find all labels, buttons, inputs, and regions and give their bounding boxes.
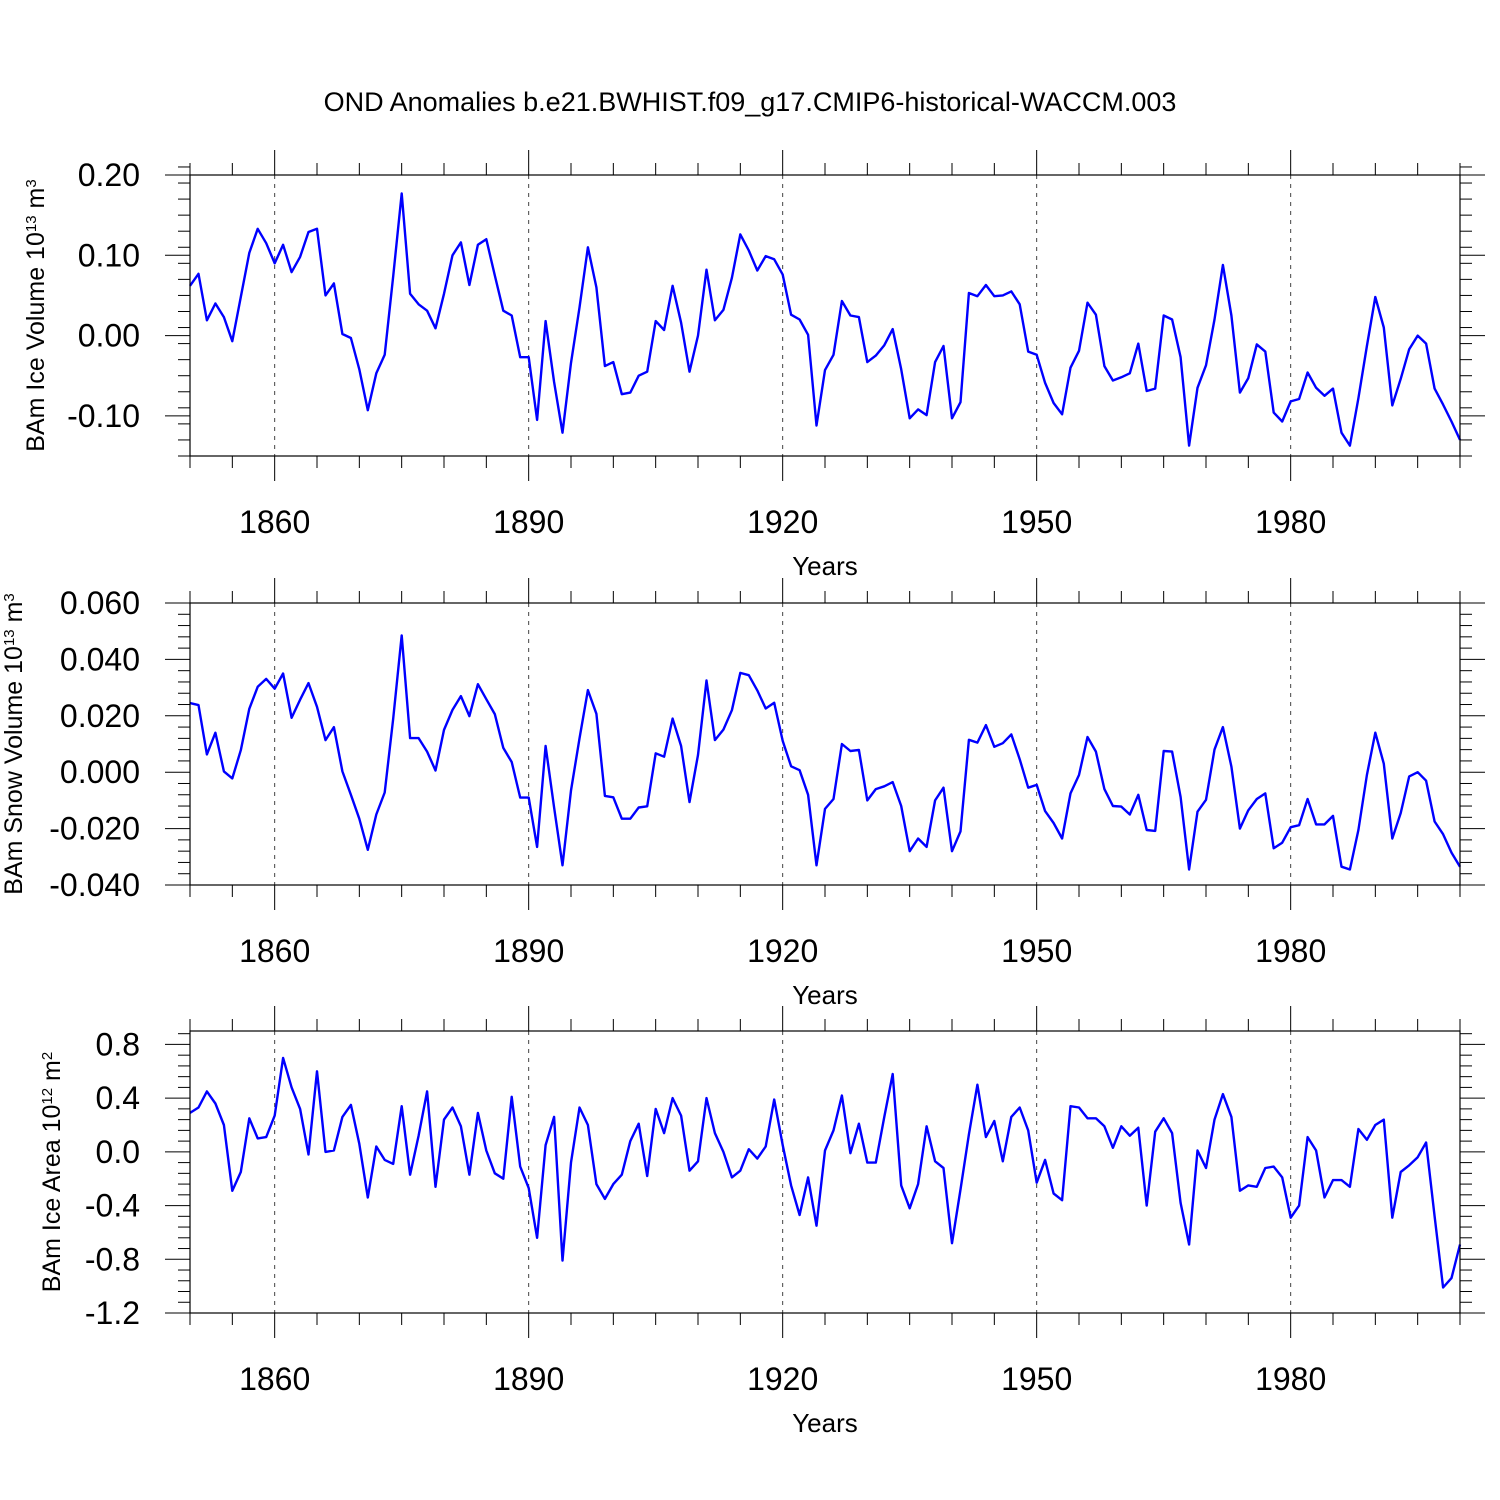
y-tick-label: 0.020 bbox=[60, 698, 140, 734]
y-tick-label: 0.000 bbox=[60, 754, 140, 790]
x-tick-label: 1980 bbox=[1255, 933, 1326, 969]
plot-frame bbox=[189, 174, 1461, 457]
chart-panel-3: 1860 1890 1920 1950 1980 -1.2 -0.8 -0.4 0.0 0.4 0.… bbox=[38, 1006, 1485, 1438]
y-tick-label: -0.8 bbox=[85, 1241, 140, 1277]
y-tick-label: -0.4 bbox=[85, 1188, 140, 1224]
y-tick-label: -0.040 bbox=[49, 867, 140, 903]
x-tick-label: 1860 bbox=[239, 504, 310, 540]
x-tick-label: 1890 bbox=[493, 504, 564, 540]
y-tick-label: -0.10 bbox=[67, 398, 140, 434]
x-tick-label: 1920 bbox=[747, 504, 818, 540]
y-tick-label: 0.10 bbox=[78, 237, 140, 273]
y-tick-label: -0.020 bbox=[49, 811, 140, 847]
x-axis-label: Years bbox=[792, 551, 858, 581]
y-tick-label: 0.040 bbox=[60, 641, 140, 677]
x-axis-label: Years bbox=[792, 980, 858, 1010]
x-tick-label: 1980 bbox=[1255, 1361, 1326, 1397]
x-tick-label: 1950 bbox=[1001, 933, 1072, 969]
data-series-line bbox=[189, 192, 1462, 447]
x-tick-label: 1950 bbox=[1001, 504, 1072, 540]
x-axis-label: Years bbox=[792, 1408, 858, 1438]
y-axis-label: BAm Ice Area 1012 m2 bbox=[38, 1052, 66, 1292]
y-tick-label: 0.8 bbox=[96, 1026, 140, 1062]
plot-frame bbox=[189, 602, 1461, 886]
plot-frame bbox=[189, 1030, 1461, 1314]
y-tick-label: 0.0 bbox=[96, 1134, 140, 1170]
x-tick-label: 1890 bbox=[493, 933, 564, 969]
data-series-line bbox=[189, 634, 1462, 871]
x-tick-label: 1950 bbox=[1001, 1361, 1072, 1397]
y-tick-label: 0.4 bbox=[96, 1080, 140, 1116]
y-tick-label: 0.00 bbox=[78, 318, 140, 354]
y-axis-label: BAm Snow Volume 1013 m3 bbox=[0, 593, 28, 895]
chart-panel-2: 1860 1890 1920 1950 1980 -0.040 -0.020 0.000 0.0… bbox=[0, 578, 1485, 1010]
y-axis-label: BAm Ice Volume 1013 m3 bbox=[22, 179, 50, 451]
x-tick-label: 1920 bbox=[747, 933, 818, 969]
x-tick-label: 1860 bbox=[239, 933, 310, 969]
x-tick-label: 1890 bbox=[493, 1361, 564, 1397]
x-tick-label: 1920 bbox=[747, 1361, 818, 1397]
data-series-line bbox=[189, 1056, 1462, 1289]
y-tick-label: -1.2 bbox=[85, 1295, 140, 1331]
x-tick-label: 1980 bbox=[1255, 504, 1326, 540]
chart-panel-1: 1860 1890 1920 1950 1980 -0.10 0.00 0.10 0.20 Yea… bbox=[22, 150, 1485, 581]
chart-title: OND Anomalies b.e21.BWHIST.f09_g17.CMIP6… bbox=[324, 87, 1177, 117]
x-tick-label: 1860 bbox=[239, 1361, 310, 1397]
y-tick-label: 0.20 bbox=[78, 157, 140, 193]
y-tick-label: 0.060 bbox=[60, 585, 140, 621]
